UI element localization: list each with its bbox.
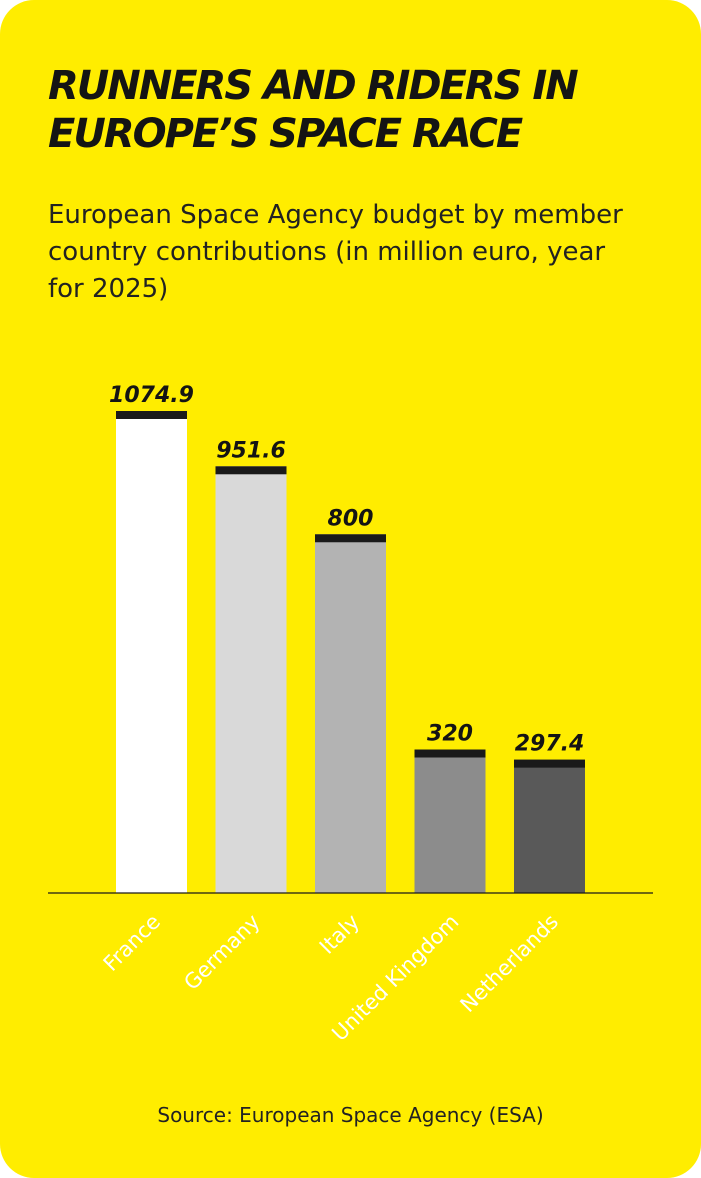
category-label-germany: Germany [179,910,264,995]
value-label-france: 1074.9 [109,383,194,408]
chart-title: RUNNERS AND RIDERS IN EUROPE’S SPACE RAC… [48,62,668,158]
value-label-italy: 800 [328,506,374,531]
source-note: Source: European Space Agency (ESA) [157,1103,544,1127]
bar-italy [315,534,386,893]
bar-cap-france [116,411,187,419]
category-label-france: France [99,910,165,976]
value-labels-layer: 1074.9 951.6 800 320 297.4 [109,383,584,757]
category-label-italy: Italy [315,910,364,959]
bar-cap-germany [215,466,287,475]
bar-cap-united-kingdom [414,749,486,758]
chart-subtitle-line-3: for 2025) [48,274,169,304]
bar-cap-netherlands [514,759,585,768]
value-label-germany: 951.6 [216,438,286,463]
value-label-netherlands: 297.4 [515,732,585,757]
chart-title-line-2: EUROPE’S SPACE RACE [48,111,523,157]
bar-germany [215,466,287,893]
bar-cap-italy [315,534,386,543]
chart-subtitle-line-2: country contributions (in million euro, … [48,237,606,267]
bar-netherlands [514,759,585,893]
bar-united-kingdom [414,749,486,893]
chart-subtitle-line-1: European Space Agency budget by member [48,200,623,230]
value-label-united-kingdom: 320 [427,722,473,747]
bars-layer [116,411,585,893]
bar-france [116,411,187,893]
chart-title-line-1: RUNNERS AND RIDERS IN [48,63,579,109]
chart-subtitle: European Space Agency budget by member c… [48,197,668,308]
category-label-netherlands: Netherlands [456,910,563,1017]
